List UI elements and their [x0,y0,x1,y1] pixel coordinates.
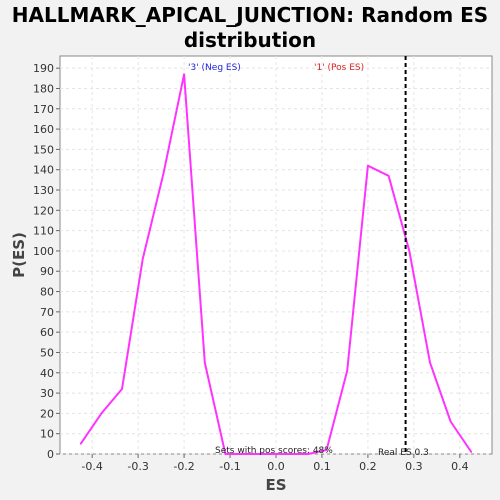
data-point [387,175,390,177]
y-tick-label: 20 [40,407,54,420]
pos-scores-annotation: Sets with pos scores: 48% [215,446,333,456]
data-point [266,453,268,455]
y-tick-label: 90 [40,265,54,278]
y-tick-label: 0 [47,448,54,461]
y-tick-label: 170 [33,103,54,116]
y-axis: 0 10 20 30 40 50 60 70 80 90 100 110 120 130 140 150 160… [33,62,60,461]
y-tick-label: 160 [33,123,54,136]
y-tick-label: 130 [33,184,54,197]
y-tick-label: 80 [40,286,54,299]
x-tick-label: 0.4 [451,460,469,473]
data-point [367,164,369,167]
data-point [141,258,144,260]
chart-title-line-2: distribution [184,28,316,52]
real-es-label: Real ES 0.3 [378,448,429,458]
data-point [408,250,411,252]
data-point [183,73,185,76]
y-tick-label: 60 [40,326,54,339]
data-point [325,449,328,451]
x-tick-label: -0.4 [81,460,102,473]
y-tick-label: 100 [33,245,54,258]
y-tick-label: 140 [33,164,54,177]
y-tick-label: 120 [33,204,54,217]
y-tick-label: 110 [33,225,54,238]
data-point [203,361,206,364]
x-tick-label: 0.1 [313,460,331,473]
data-point [100,412,103,415]
data-point [429,361,431,364]
x-axis-label: ES [265,476,286,494]
y-tick-label: 30 [40,387,54,400]
grid [60,56,492,455]
y-tick-label: 190 [33,62,54,75]
x-tick-label: -0.1 [219,460,240,473]
data-point [286,453,289,455]
x-tick-label: 0.0 [267,460,285,473]
y-tick-label: 50 [40,346,54,359]
y-tick-label: 180 [33,82,54,95]
data-point [307,453,309,455]
y-tick-label: 10 [40,428,54,441]
y-tick-label: 150 [33,143,54,156]
x-tick-label: -0.3 [127,460,148,473]
y-tick-label: 40 [40,367,54,380]
data-point [79,443,82,445]
data-point [162,172,165,175]
y-tick-label: 70 [40,306,54,319]
x-tick-label: 0.3 [405,460,423,473]
x-axis: -0.4 -0.3 -0.2 -0.1 0.0 0.1 0.2 0.3 0.4 [81,454,469,473]
data-point [346,369,349,372]
x-tick-label: -0.2 [173,460,194,473]
pos-es-label: '1' (Pos ES) [314,63,364,73]
data-point [121,388,123,390]
neg-es-label: '3' (Neg ES) [188,63,241,73]
data-point [245,453,247,455]
y-axis-label: P(ES) [10,232,28,278]
data-point [449,420,452,423]
chart-title-line-1: HALLMARK_APICAL_JUNCTION: Random ES [12,3,488,27]
data-point [224,453,227,455]
data-point [470,451,473,453]
x-tick-label: 0.2 [359,460,377,473]
